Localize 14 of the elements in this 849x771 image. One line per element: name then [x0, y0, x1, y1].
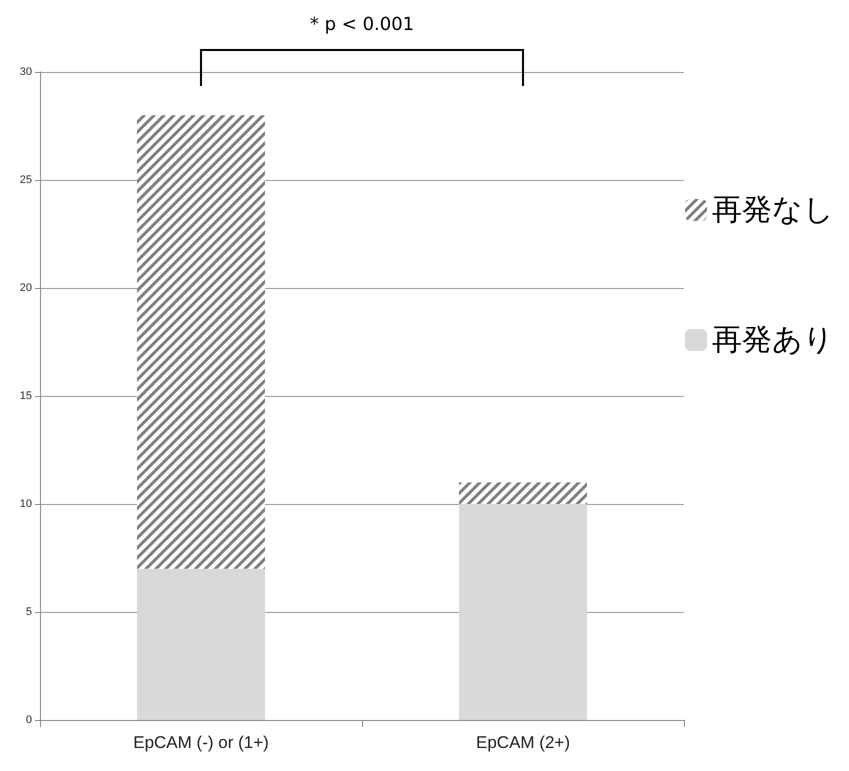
- y-tick-label: 20: [20, 282, 32, 294]
- bar: [137, 568, 265, 720]
- y-tick-label: 25: [20, 174, 32, 186]
- y-tick-label: 15: [20, 390, 32, 402]
- y-tick-label: 10: [20, 498, 32, 510]
- x-tick-label: EpCAM (2+): [476, 733, 570, 752]
- bar: [459, 504, 587, 720]
- y-tick-label: 5: [26, 606, 32, 618]
- legend-label: 再発なし: [712, 192, 834, 228]
- legend-label: 再発あり: [712, 322, 834, 358]
- text: * p < 0.001: [308, 14, 416, 35]
- y-tick-label: 0: [26, 714, 32, 726]
- y-tick-label: 30: [20, 66, 32, 78]
- x-tick-label: EpCAM (-) or (1+): [133, 733, 269, 752]
